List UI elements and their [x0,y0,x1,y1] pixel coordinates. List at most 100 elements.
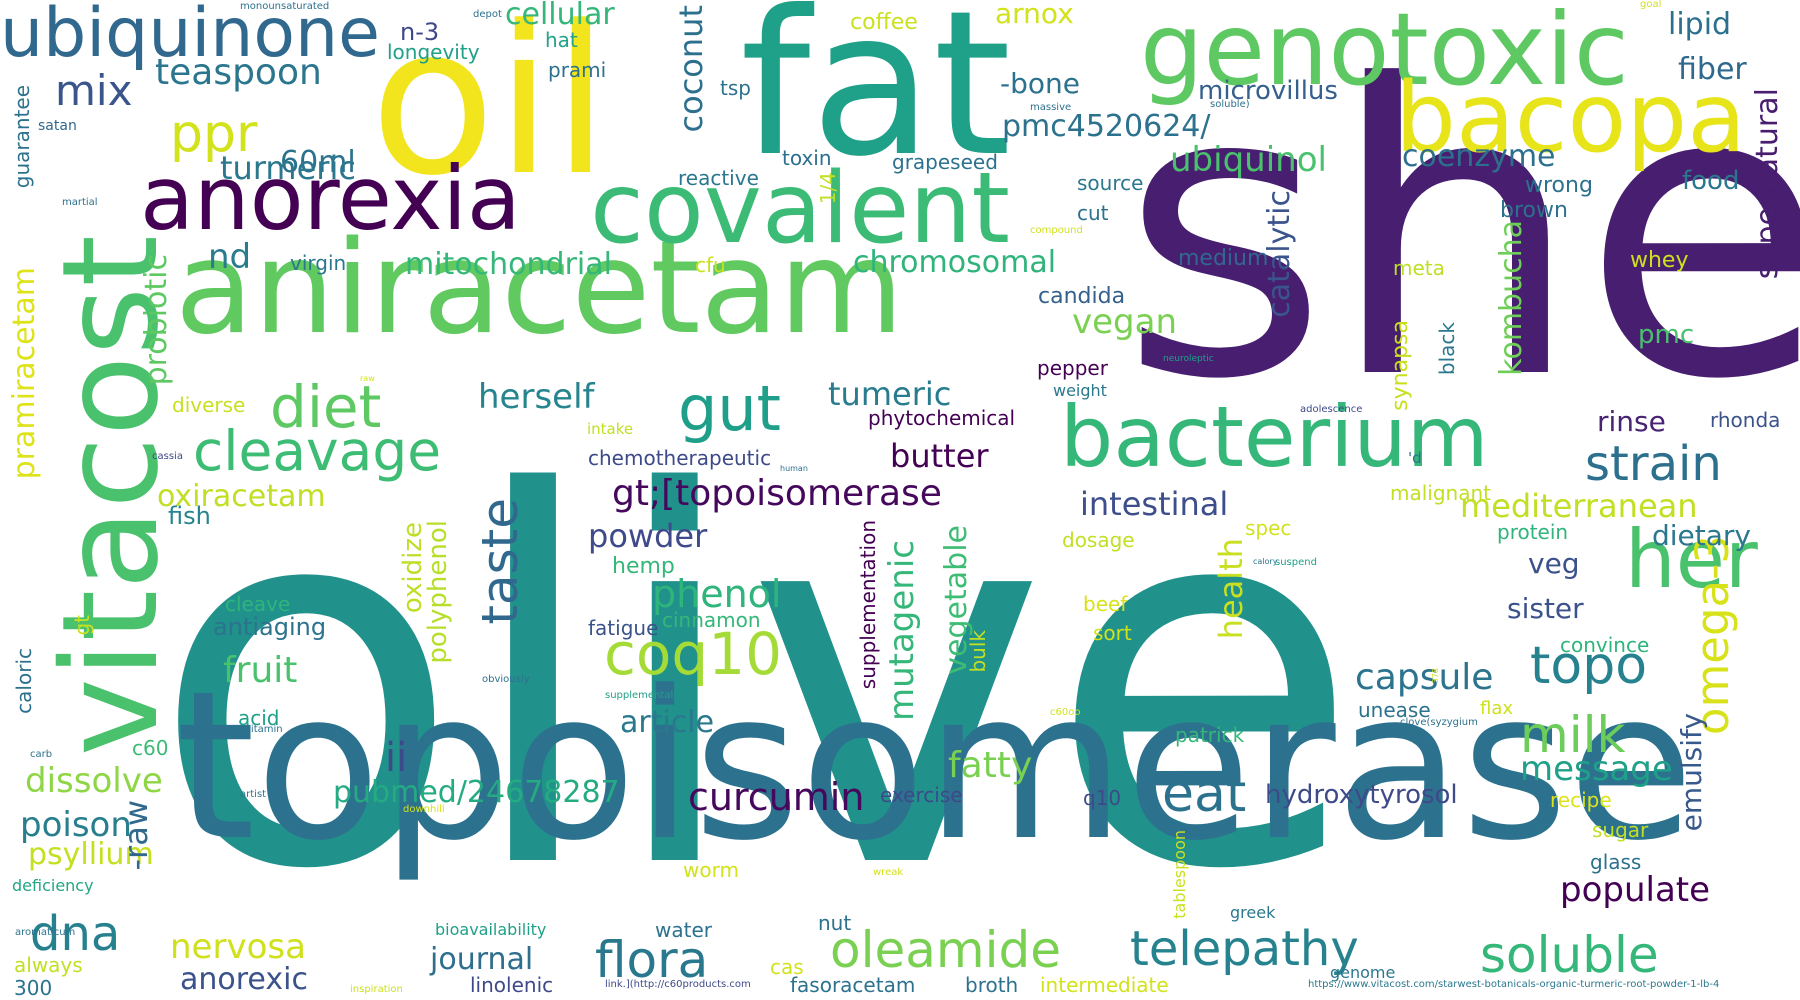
word-covalent: covalent [590,152,1010,266]
word-diet: diet [270,373,382,441]
word-vitamin: vitamin [245,724,283,735]
word-dna: dna [30,906,121,962]
word-c60oo: c60oo [1050,707,1081,718]
word-mutagenic: mutagenic [882,540,922,722]
word-goal: goal [1640,0,1662,10]
word-n-3: n-3 [400,18,440,46]
word-human: human [780,464,808,473]
word-chemotherapeutic: chemotherapeutic [588,446,772,470]
word-adolescence: adolescence [1300,404,1363,415]
word-tsp: tsp [720,76,751,100]
word-worm: worm [683,858,739,882]
word-medium: medium [1178,246,1269,271]
word-ppr: ppr [170,104,258,164]
word-powder: powder [588,517,708,555]
word-she: she [1120,2,1800,467]
word-aniracetam: aniracetam [175,214,904,363]
word-strain: strain [1585,436,1722,492]
word-omega-3: omega-3 [1686,535,1739,736]
word-cas: cas [770,955,804,979]
word-rinse: rinse [1597,405,1666,438]
word-greek: greek [1230,903,1276,922]
word-longevity: longevity [387,40,480,64]
word-bulk: bulk [966,630,990,673]
word-link-c60products: link.](http://c60products.com [605,979,751,990]
word-inspiration: inspiration [350,984,403,995]
word-neuroleptic: neuroleptic [1163,354,1214,364]
word-catalytic: catalytic [1262,190,1297,318]
word-supplementation: supplementation [856,520,880,690]
word-veg: veg [1528,547,1580,580]
word-wreak: wreak [873,867,904,878]
word-bone: -bone [1000,67,1080,100]
word-bacopa: bacopa [1395,62,1747,174]
word-nd: nd [208,237,252,277]
word-pramiracetam: pramiracetam [7,267,42,480]
word-gut: gut [678,372,781,445]
word-teaspoon: teaspoon [155,52,322,93]
word-coffee: coffee [850,10,918,35]
word-oxiracetam: oxiracetam [157,479,326,514]
word-unease: unease [1358,698,1431,722]
word-fiber: fiber [1678,52,1747,87]
word-pmc4520624: pmc4520624/ [1002,109,1211,144]
word-patrick: patrick [1175,723,1245,747]
word-chromosomal: chromosomal [853,245,1057,280]
word-fatigue: fatigue [588,616,659,640]
word-caloric: caloric [12,648,36,714]
word-cleave: cleave [225,592,291,616]
word-phytochemical: phytochemical [868,406,1016,430]
word-convince: convince [1560,633,1650,657]
word-c60: c60 [132,736,169,760]
word-dosage: dosage [1062,528,1135,552]
word-telepathy: telepathy [1130,921,1359,977]
word-mitochondrial: mitochondrial [405,247,612,282]
word-coenzyme: coenzyme [1402,139,1556,174]
word-genotoxic: genotoxic [1140,0,1629,108]
word-nervosa: nervosa [170,927,306,967]
word-pepper: pepper [1037,356,1108,380]
word-fish: fish [168,502,211,530]
word-eat: eat [1162,764,1247,824]
word-oleamide: oleamide [830,921,1061,979]
word-ii: ii [385,735,408,781]
word-fasoracetam: fasoracetam [790,973,916,997]
word-ubiquinol: ubiquinol [1170,140,1327,180]
word-recipe: recipe [1550,788,1612,812]
word-obviously: obviously [482,674,530,685]
word-taste: taste [471,498,529,625]
word-always: always [14,953,83,977]
word-depot: depot [473,9,502,20]
word-dietary: dietary [1652,519,1751,552]
word-water: water [655,918,712,942]
word-dissolve: dissolve [25,761,163,801]
word-fat: fat [740,0,1012,201]
word-broth: broth [965,973,1019,997]
word-diverse: diverse [172,393,246,417]
word-cut: cut [1077,201,1109,225]
word-bacterium: bacterium [1060,388,1489,486]
word-bioavailability: bioavailability [435,920,547,939]
word-fruit: fruit [223,650,298,691]
word-flax: flax [1480,698,1514,719]
word-deficiency: deficiency [12,876,94,895]
word-tumeric: tumeric [828,375,952,413]
word-grapeseed: grapeseed [892,150,998,174]
word-anorexic: anorexic [180,962,308,997]
word-exercise: exercise [880,783,963,807]
word-genome: genome [1330,963,1396,982]
word-synapsa: synapsa [1388,320,1413,411]
word-aromaticum: aromaticum [15,927,76,938]
word-candida: candida [1038,284,1126,309]
word-virgin: virgin [290,251,347,275]
word-flora: flora [595,931,709,989]
word-suspend: suspend [1275,557,1317,568]
word-meta: meta [1393,256,1445,280]
word-sugar: sugar [1592,818,1649,842]
word-clove-syzygium: clove(syzygium [1400,717,1478,728]
word-hat: hat [545,28,578,52]
word-nut: nut [818,911,852,935]
word-cellular: cellular [505,0,615,32]
word-lipid: lipid [1668,7,1732,42]
